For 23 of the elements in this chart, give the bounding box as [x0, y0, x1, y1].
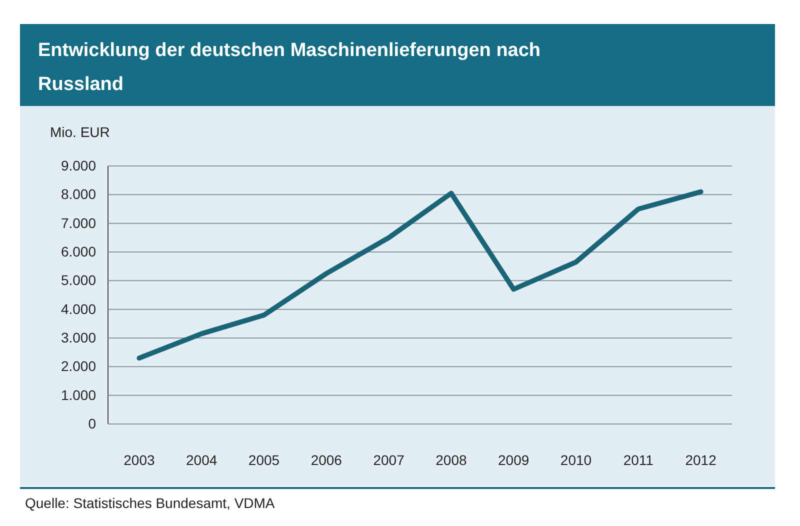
- x-tick-label: 2008: [436, 452, 467, 468]
- y-tick-label: 0: [88, 415, 96, 432]
- x-tick-label: 2007: [373, 452, 405, 468]
- x-tick-label: 2003: [124, 452, 155, 468]
- y-tick-label: 4.000: [60, 300, 96, 317]
- y-tick-label: 8.000: [60, 186, 96, 202]
- y-tick-label: 7.000: [60, 214, 96, 231]
- y-tick-label: 6.000: [60, 243, 96, 260]
- y-tick-label: 2.000: [60, 358, 96, 374]
- x-tick-label: 2010: [560, 452, 592, 468]
- x-tick-label: 2011: [623, 452, 654, 468]
- source-note: Quelle: Statistisches Bundesamt, VDMA: [25, 495, 276, 511]
- y-tick-label: 1.000: [60, 386, 96, 403]
- x-tick-label: 2012: [685, 452, 717, 468]
- chart-title: Entwicklung der deutschen Maschinenlieferungen nach Russland: [38, 40, 541, 95]
- y-axis-title: Mio. EUR: [50, 124, 110, 140]
- y-tick-label: 5.000: [60, 272, 96, 288]
- y-tick-label: 9.000: [60, 157, 96, 174]
- x-tick-label: 2009: [498, 452, 530, 468]
- y-tick-label: 3.000: [60, 329, 96, 346]
- x-tick-label: 2006: [310, 452, 342, 468]
- x-tick-label: 2005: [248, 452, 280, 468]
- x-tick-label: 2004: [186, 452, 218, 468]
